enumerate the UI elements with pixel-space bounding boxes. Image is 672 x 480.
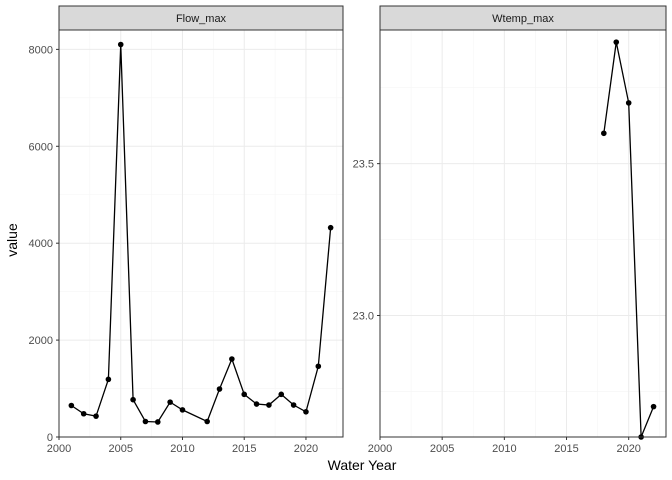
x-axis-title: Water Year <box>328 457 397 473</box>
data-point <box>253 401 260 407</box>
plot-background <box>380 30 666 437</box>
data-point <box>216 386 223 392</box>
data-point <box>179 407 186 413</box>
data-point <box>315 363 322 370</box>
x-tick-label: 2020 <box>294 443 318 455</box>
data-point <box>290 402 297 408</box>
data-point <box>601 130 607 137</box>
data-point <box>204 418 210 425</box>
y-tick-label: 2000 <box>29 335 53 347</box>
data-point <box>117 41 124 48</box>
y-tick-label: 8000 <box>29 44 53 56</box>
y-tick-label: 23.0 <box>353 311 374 323</box>
data-point <box>80 410 87 417</box>
facet-strip-label: Flow_max <box>176 13 227 25</box>
x-tick-label: 2000 <box>368 443 392 455</box>
x-tick-label: 2015 <box>554 443 578 455</box>
x-tick-label: 2020 <box>616 443 640 455</box>
x-tick-label: 2005 <box>430 443 454 455</box>
facet-strip-label: Wtemp_max <box>492 13 554 25</box>
data-point <box>105 376 112 383</box>
y-axis-title: value <box>4 223 20 257</box>
x-tick-label: 2000 <box>47 443 71 455</box>
panel-wtemp-max: Wtemp_max 2000 2005 2010 2015 2020 23.0 23.5 <box>353 5 667 455</box>
data-point <box>327 224 334 231</box>
data-point <box>142 418 149 425</box>
data-point <box>613 39 620 45</box>
plot-background <box>59 30 343 437</box>
y-tick-label: 4000 <box>29 238 53 250</box>
data-point <box>625 100 632 106</box>
y-tick-label: 0 <box>47 432 53 444</box>
x-tick-label: 2005 <box>108 443 132 455</box>
data-point <box>93 413 99 419</box>
x-tick-label: 2010 <box>492 443 516 455</box>
facet-strip <box>58 5 344 31</box>
data-point <box>167 399 173 405</box>
data-point <box>229 356 235 362</box>
data-point <box>241 391 248 398</box>
data-point <box>68 402 75 409</box>
y-tick-label: 6000 <box>29 141 53 153</box>
data-point <box>130 396 136 403</box>
data-point <box>266 402 272 408</box>
x-tick-label: 2015 <box>232 443 256 455</box>
data-point <box>154 419 161 425</box>
data-point <box>650 403 657 410</box>
y-tick-label: 23.5 <box>353 159 374 171</box>
data-point <box>278 391 285 398</box>
data-point <box>303 409 309 415</box>
x-tick-label: 2010 <box>170 443 194 455</box>
facet-strip <box>379 5 667 31</box>
